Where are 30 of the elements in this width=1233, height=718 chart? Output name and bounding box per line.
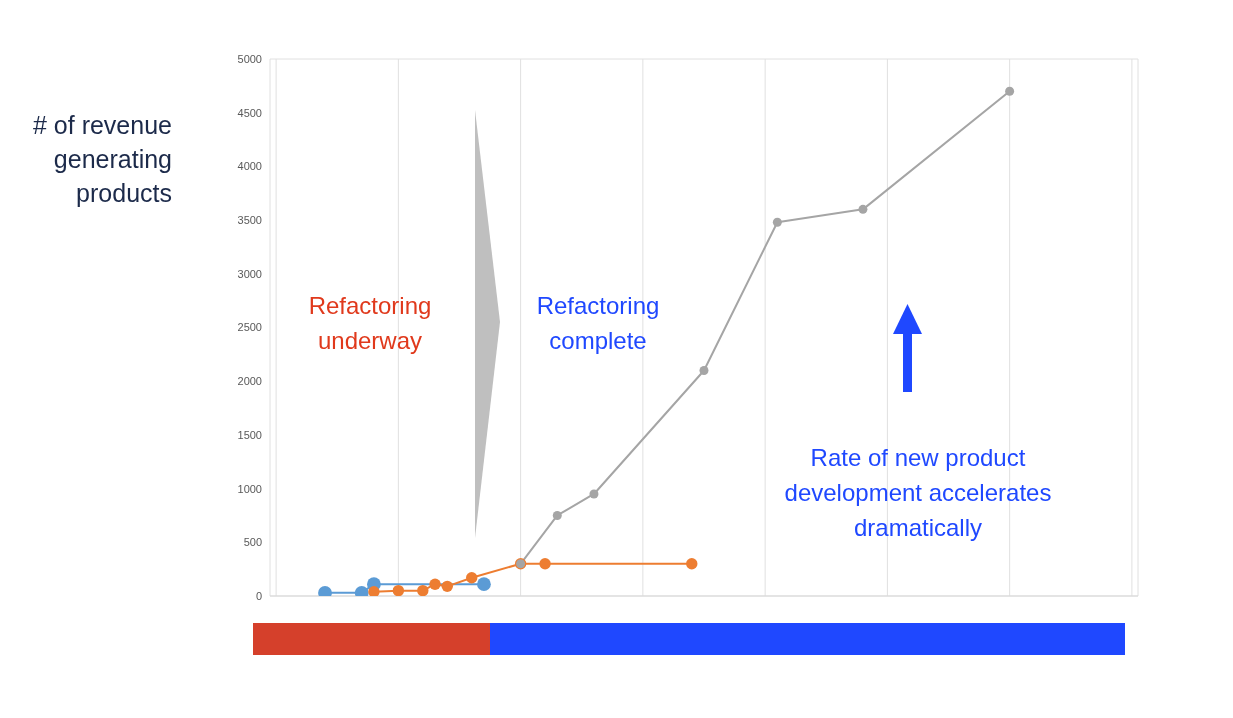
point <box>417 584 429 596</box>
point <box>589 489 599 499</box>
annotation: Refactoring underway <box>307 291 433 356</box>
annotation: Rate of new product development accelerates dramatically <box>783 443 1053 543</box>
point <box>539 558 551 570</box>
y-tick-label: 1500 <box>237 428 262 441</box>
point <box>392 584 405 596</box>
y-tick-label: 5000 <box>237 52 262 65</box>
y-tick-label: 2000 <box>237 375 262 388</box>
point <box>429 578 441 590</box>
point <box>368 586 380 596</box>
y-tick-label: 4500 <box>237 106 262 119</box>
point <box>686 558 698 570</box>
y-tick-label: 500 <box>243 536 262 549</box>
point <box>441 580 453 593</box>
point <box>466 572 478 584</box>
point <box>1005 86 1015 96</box>
y-tick-label: 2500 <box>237 321 262 334</box>
y-axis-title: # of revenue generating products <box>32 110 172 209</box>
point <box>552 510 562 520</box>
y-tick-label: 0 <box>255 589 262 602</box>
point <box>477 577 491 592</box>
y-tick-label: 1000 <box>237 482 262 495</box>
point <box>699 365 709 375</box>
y-tick-label: 3000 <box>237 267 262 280</box>
y-tick-label: 4000 <box>237 160 262 173</box>
point <box>858 204 868 214</box>
annotation: Refactoring complete <box>535 291 661 356</box>
y-tick-label: 3500 <box>237 214 262 227</box>
point <box>772 217 782 227</box>
